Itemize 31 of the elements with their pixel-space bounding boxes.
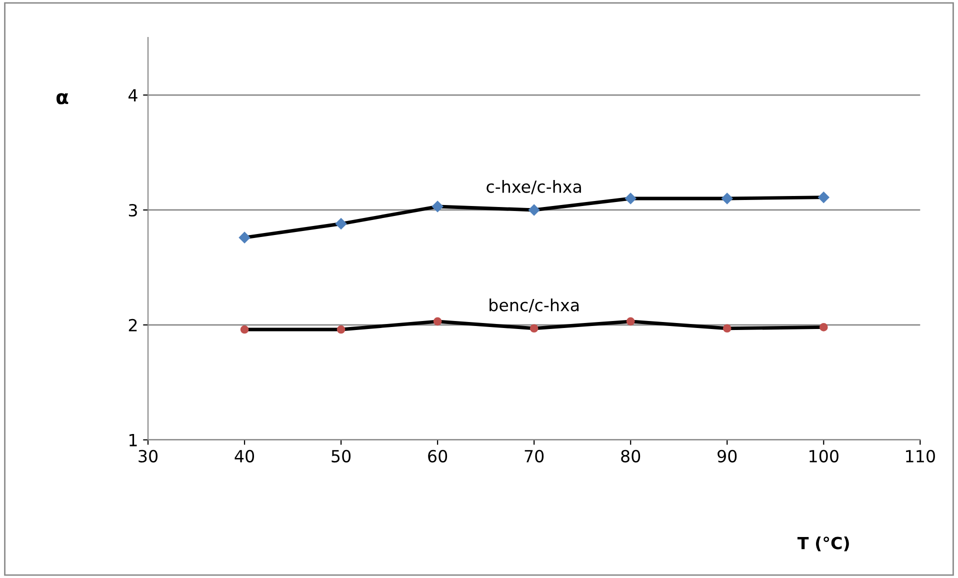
y-tick-label: 1: [130, 434, 137, 446]
x-tick-label: 40: [234, 450, 254, 462]
point: [335, 218, 347, 230]
point: [433, 317, 442, 326]
point: [432, 200, 444, 212]
point: [819, 323, 828, 332]
point: [240, 325, 249, 334]
series-label: benc/c-hxa: [490, 298, 579, 313]
x-tick-label: 110: [906, 450, 935, 462]
point: [336, 325, 346, 334]
point: [238, 232, 250, 244]
point: [530, 324, 538, 333]
y-tick-label: 2: [128, 318, 137, 332]
y-tick-label: 3: [128, 204, 137, 217]
x-tick-label: 30: [138, 450, 158, 462]
x-tick-label: 80: [621, 450, 640, 462]
x-tick-label: 60: [428, 450, 448, 462]
point: [722, 324, 732, 333]
y-tick-label: 4: [128, 89, 138, 102]
x-axis-title: T (°C): [797, 536, 849, 552]
point: [625, 192, 636, 204]
x-tick-label: 90: [718, 450, 737, 462]
x-tick-label: 70: [524, 450, 544, 462]
y-axis-title: α: [56, 93, 68, 104]
series-label: c-hxe/c-hxa: [486, 180, 581, 194]
x-tick-label: 50: [332, 450, 351, 462]
point: [626, 317, 635, 326]
point: [818, 192, 830, 203]
point: [722, 192, 733, 204]
point: [528, 204, 540, 216]
x-tick-label: 100: [810, 450, 838, 462]
